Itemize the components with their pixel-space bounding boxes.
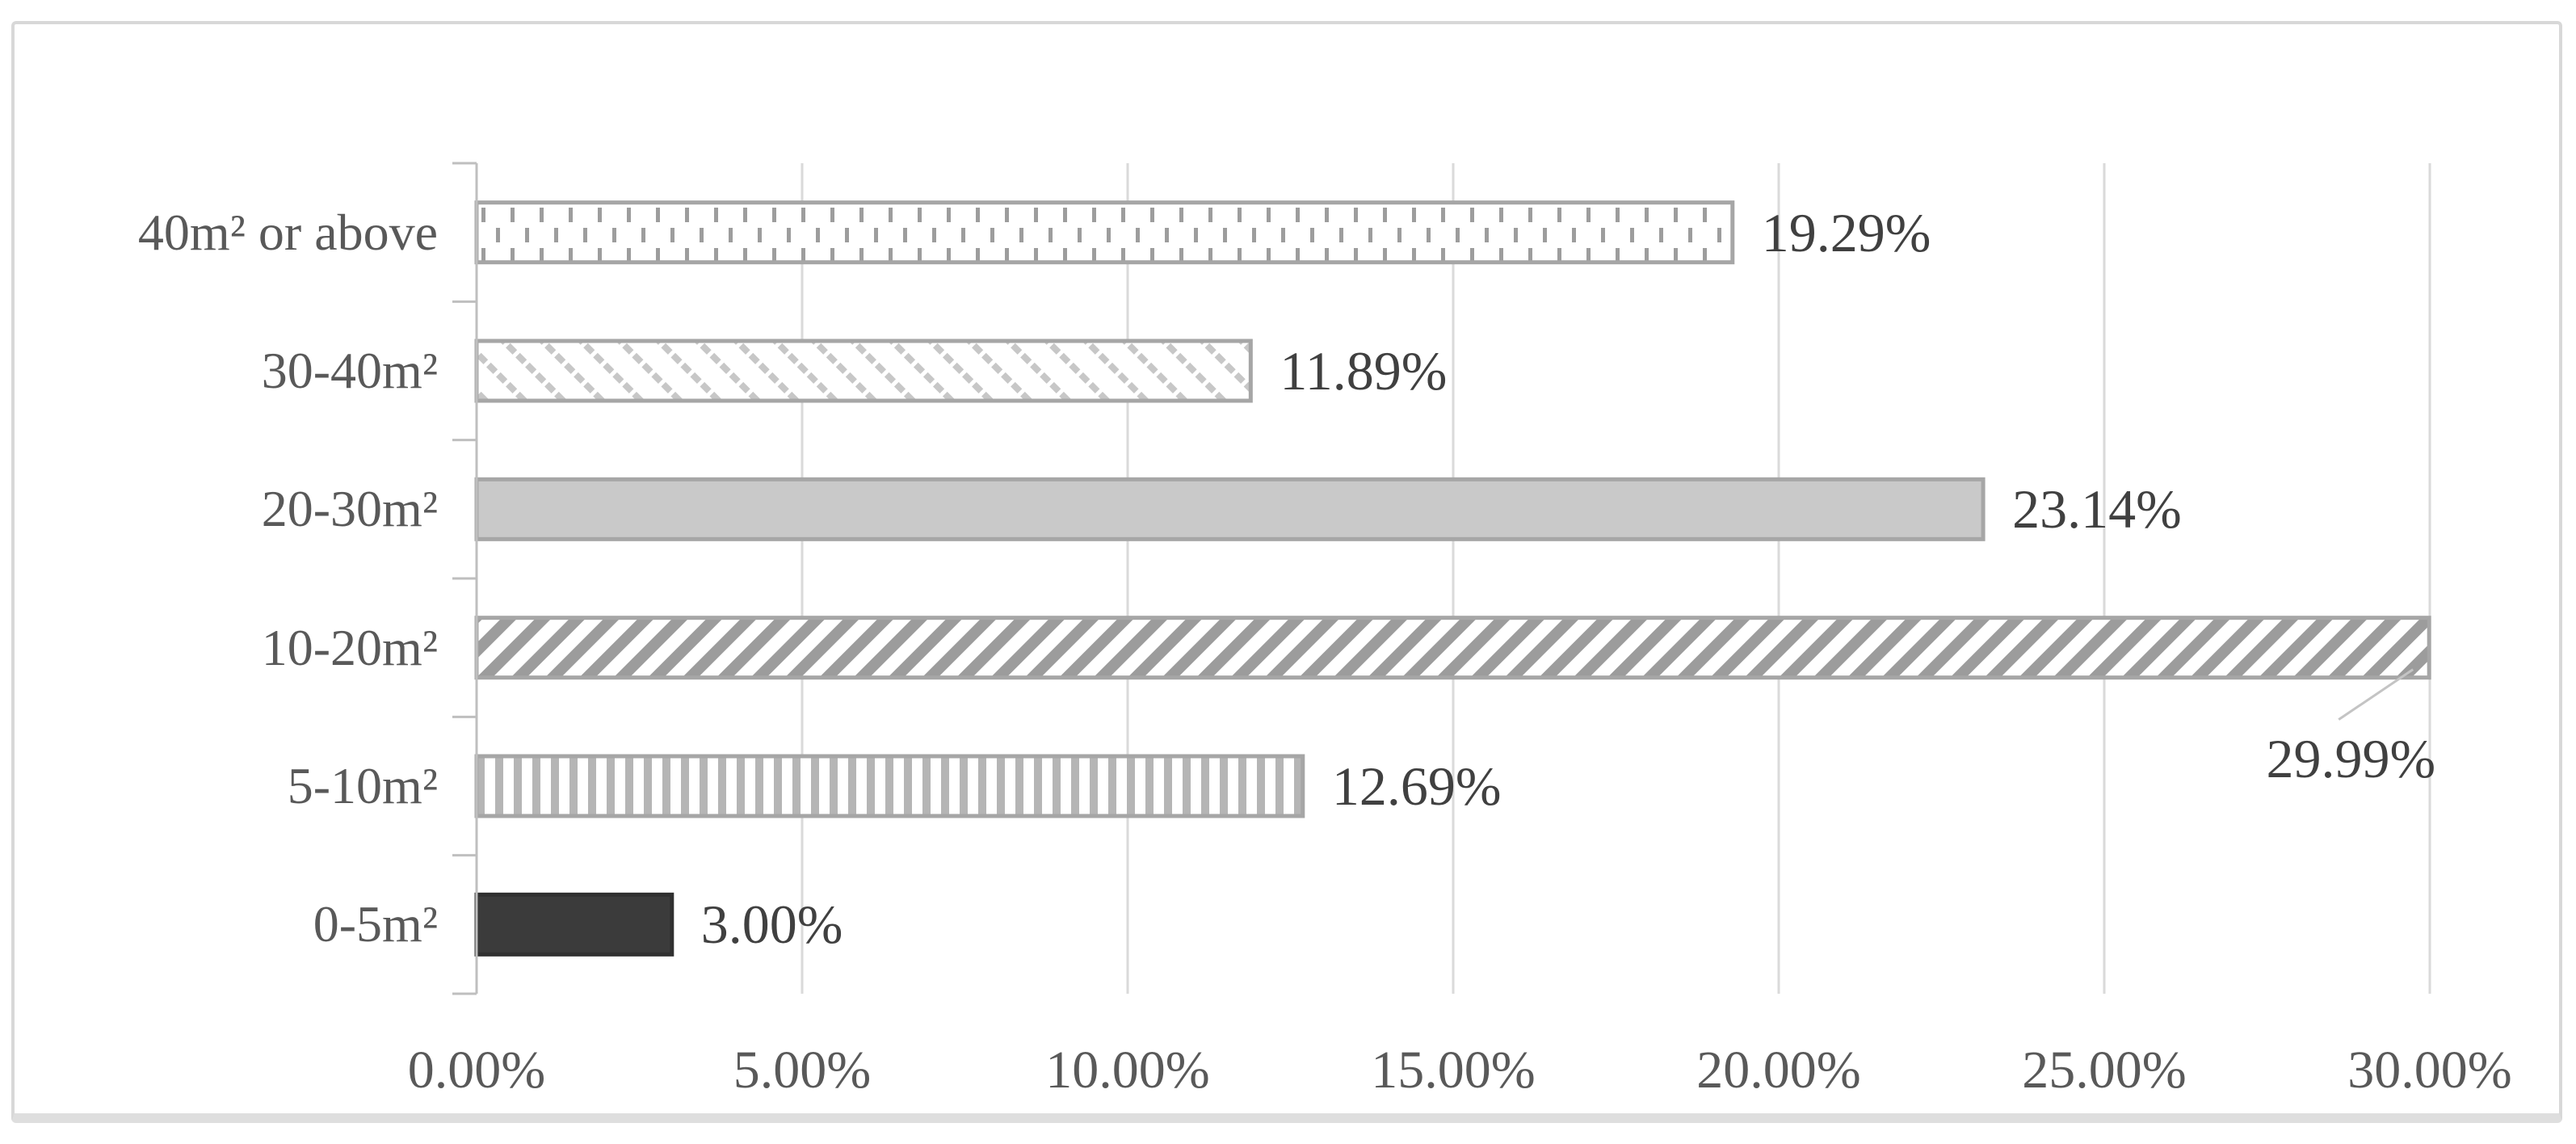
data-label-30-40m: 11.89% xyxy=(1280,340,1448,402)
bar-30-40m xyxy=(474,339,1253,403)
category-label-10-20m: 10-20m² xyxy=(261,618,438,676)
x-tick-label-10-00: 10.00% xyxy=(1045,1041,1210,1100)
plot-area xyxy=(452,162,2431,995)
x-tick-label-5-00: 5.00% xyxy=(733,1041,872,1100)
category-label-30-40m: 30-40m² xyxy=(261,342,438,399)
x-tick-label-0-00: 0.00% xyxy=(407,1041,546,1100)
bar-20-30m xyxy=(474,477,1986,541)
bar-40m-or-above xyxy=(474,200,1735,265)
bar-5-10m xyxy=(474,754,1305,818)
figure-border xyxy=(11,21,2562,1123)
data-label-40m-or-above: 19.29% xyxy=(1761,201,1931,263)
bar-10-20m xyxy=(474,616,2431,680)
x-tick-label-30-00: 30.00% xyxy=(2347,1041,2512,1100)
data-label-10-20m: 29.99% xyxy=(2266,727,2436,789)
data-label-5-10m: 12.69% xyxy=(1331,755,1502,817)
data-label-0-5m: 3.00% xyxy=(700,894,843,956)
x-tick-label-25-00: 25.00% xyxy=(2022,1041,2187,1100)
category-label-0-5m: 0-5m² xyxy=(313,895,438,953)
x-tick-label-15-00: 15.00% xyxy=(1371,1041,1536,1100)
category-label-5-10m: 5-10m² xyxy=(287,757,438,814)
data-label-leader-line xyxy=(2338,668,2414,721)
x-tick-label-20-00: 20.00% xyxy=(1696,1041,1861,1100)
data-label-20-30m: 23.14% xyxy=(2012,478,2182,540)
category-label-40m-or-above: 40m² or above xyxy=(137,203,438,261)
bar-0-5m xyxy=(474,892,674,957)
category-label-20-30m: 20-30m² xyxy=(261,480,438,538)
